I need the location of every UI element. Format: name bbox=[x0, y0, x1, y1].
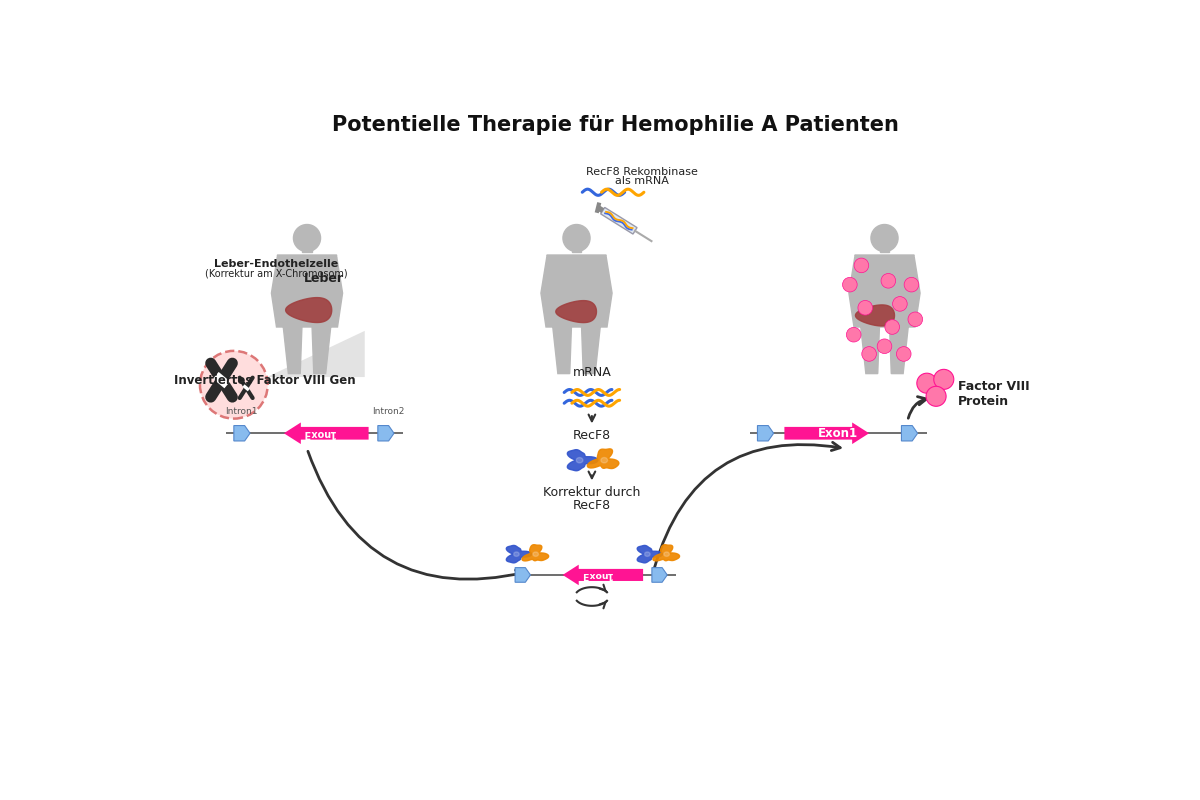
Polygon shape bbox=[515, 568, 530, 582]
Text: Potentielle Therapie für Hemophilie A Patienten: Potentielle Therapie für Hemophilie A Pa… bbox=[331, 115, 899, 135]
Text: Factor VIII: Factor VIII bbox=[958, 380, 1030, 393]
Polygon shape bbox=[286, 298, 331, 322]
Polygon shape bbox=[576, 458, 583, 463]
Polygon shape bbox=[277, 255, 337, 327]
Polygon shape bbox=[652, 568, 667, 582]
Polygon shape bbox=[854, 255, 914, 327]
Polygon shape bbox=[587, 449, 619, 469]
Polygon shape bbox=[234, 426, 250, 441]
Polygon shape bbox=[522, 545, 548, 561]
Circle shape bbox=[881, 274, 895, 288]
Text: Intron2: Intron2 bbox=[372, 407, 404, 416]
Polygon shape bbox=[547, 255, 606, 327]
Polygon shape bbox=[506, 546, 532, 563]
Polygon shape bbox=[848, 257, 860, 327]
Text: Intron1: Intron1 bbox=[226, 407, 258, 416]
Polygon shape bbox=[582, 327, 600, 374]
Circle shape bbox=[862, 346, 876, 362]
Polygon shape bbox=[568, 450, 598, 470]
Circle shape bbox=[846, 327, 862, 342]
Polygon shape bbox=[331, 257, 342, 327]
Text: RecF8: RecF8 bbox=[572, 429, 611, 442]
Polygon shape bbox=[266, 331, 365, 377]
Text: RecF8 Rekombinase: RecF8 Rekombinase bbox=[586, 167, 698, 177]
Polygon shape bbox=[572, 246, 581, 253]
Text: 1noxƎ: 1noxƎ bbox=[302, 428, 335, 438]
Circle shape bbox=[926, 386, 946, 406]
Polygon shape bbox=[856, 305, 894, 326]
Polygon shape bbox=[600, 257, 612, 327]
Polygon shape bbox=[601, 458, 607, 463]
Polygon shape bbox=[664, 552, 670, 556]
Text: als mRNA: als mRNA bbox=[616, 176, 668, 186]
Polygon shape bbox=[533, 552, 539, 556]
Circle shape bbox=[842, 278, 857, 292]
Polygon shape bbox=[514, 552, 520, 556]
Polygon shape bbox=[901, 426, 918, 441]
Circle shape bbox=[294, 225, 320, 252]
Text: (Korrektur am X-Chromosom): (Korrektur am X-Chromosom) bbox=[205, 269, 348, 278]
Text: Leber: Leber bbox=[304, 272, 344, 285]
Polygon shape bbox=[541, 257, 553, 327]
Text: Protein: Protein bbox=[958, 395, 1009, 408]
FancyArrow shape bbox=[563, 565, 643, 585]
Polygon shape bbox=[601, 207, 637, 234]
Polygon shape bbox=[556, 301, 596, 322]
Polygon shape bbox=[271, 257, 283, 327]
Circle shape bbox=[877, 339, 892, 354]
Polygon shape bbox=[283, 327, 302, 374]
Polygon shape bbox=[637, 546, 662, 563]
Circle shape bbox=[858, 301, 872, 315]
Polygon shape bbox=[880, 246, 889, 253]
Circle shape bbox=[904, 278, 919, 292]
Polygon shape bbox=[312, 327, 331, 374]
Polygon shape bbox=[908, 257, 920, 327]
Circle shape bbox=[893, 297, 907, 311]
Polygon shape bbox=[302, 246, 312, 253]
Circle shape bbox=[884, 320, 900, 334]
Polygon shape bbox=[553, 327, 571, 374]
Text: Exon1: Exon1 bbox=[818, 426, 858, 440]
Circle shape bbox=[917, 373, 937, 394]
Polygon shape bbox=[860, 327, 880, 374]
Text: mRNA: mRNA bbox=[572, 366, 611, 378]
FancyArrow shape bbox=[785, 422, 869, 444]
Circle shape bbox=[871, 225, 898, 252]
Circle shape bbox=[854, 258, 869, 273]
FancyArrow shape bbox=[284, 422, 368, 444]
Text: Korrektur durch: Korrektur durch bbox=[544, 486, 641, 498]
Polygon shape bbox=[653, 545, 679, 561]
Text: Invertiertes Faktor VIII Gen: Invertiertes Faktor VIII Gen bbox=[174, 374, 355, 387]
Text: Leber-Endothelzelle: Leber-Endothelzelle bbox=[214, 259, 338, 270]
Circle shape bbox=[934, 370, 954, 390]
Circle shape bbox=[908, 312, 923, 326]
Text: 1noxƎ: 1noxƎ bbox=[580, 570, 612, 579]
Polygon shape bbox=[889, 327, 908, 374]
Polygon shape bbox=[644, 552, 650, 556]
Text: RecF8: RecF8 bbox=[572, 498, 611, 512]
Circle shape bbox=[563, 225, 590, 252]
Polygon shape bbox=[757, 426, 774, 441]
Polygon shape bbox=[378, 426, 394, 441]
Ellipse shape bbox=[200, 351, 268, 418]
Circle shape bbox=[896, 346, 911, 362]
